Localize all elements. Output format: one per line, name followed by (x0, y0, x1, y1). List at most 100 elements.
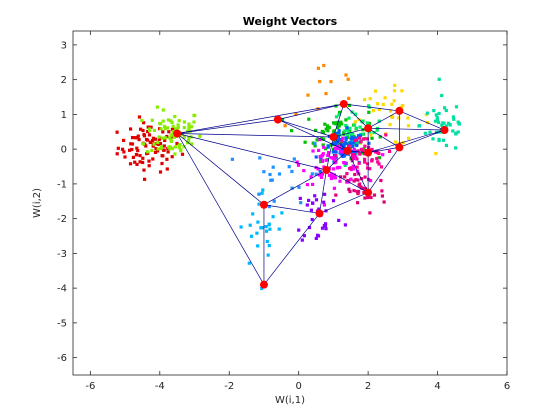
data-point (338, 133, 342, 137)
data-point (150, 148, 154, 153)
data-point (436, 120, 441, 124)
data-point (352, 147, 356, 151)
data-point (314, 198, 319, 202)
data-point (352, 189, 356, 193)
neuron-edge (263, 204, 320, 214)
data-point (407, 136, 411, 140)
data-point (170, 147, 174, 151)
data-point (334, 193, 338, 197)
data-point (151, 144, 155, 148)
data-point (135, 162, 139, 166)
data-point (340, 147, 344, 151)
data-point (375, 156, 379, 161)
data-point (187, 136, 191, 140)
neuron-marker (364, 148, 373, 157)
data-point (322, 200, 326, 204)
data-point (392, 99, 396, 103)
data-point (368, 97, 372, 101)
data-point (268, 227, 272, 231)
data-point (171, 127, 175, 131)
data-point (377, 162, 381, 166)
data-point (178, 143, 182, 147)
data-point (133, 160, 137, 164)
data-point (154, 142, 158, 146)
neuron-marker (395, 143, 404, 152)
neuron-edge (399, 129, 445, 148)
data-point (198, 134, 202, 138)
data-point (326, 124, 330, 128)
data-point (344, 73, 348, 77)
data-point (138, 160, 142, 164)
y-tick-label: 1 (61, 110, 67, 121)
data-point (339, 121, 343, 125)
data-point (367, 121, 372, 126)
data-point (192, 120, 196, 124)
data-point (318, 169, 322, 173)
data-point (317, 173, 322, 177)
neuron-edge (367, 110, 400, 129)
data-point (400, 89, 404, 93)
data-point (255, 231, 259, 235)
data-point (264, 225, 268, 229)
data-point (305, 183, 309, 187)
data-point (437, 111, 441, 116)
data-point (354, 138, 359, 142)
x-tick-label: 0 (295, 381, 301, 392)
data-point (265, 229, 269, 233)
data-point (381, 153, 385, 157)
data-point (147, 133, 152, 137)
data-point (331, 199, 336, 203)
data-point (168, 147, 172, 151)
data-point (388, 122, 392, 127)
data-point (131, 155, 135, 159)
data-point (182, 135, 186, 139)
data-point (310, 218, 314, 222)
data-point (330, 172, 334, 176)
data-point (272, 199, 276, 203)
data-point (344, 136, 348, 140)
data-point (322, 145, 326, 149)
data-point (440, 123, 444, 127)
data-point (443, 106, 447, 110)
data-point (162, 144, 166, 148)
data-point (406, 124, 411, 128)
data-point (367, 145, 371, 149)
data-point (363, 144, 367, 148)
data-point (320, 226, 325, 230)
data-point (186, 141, 190, 145)
data-point (373, 150, 378, 154)
data-point (383, 96, 387, 100)
data-point (431, 137, 435, 141)
neuron-edge (177, 133, 334, 138)
data-point (157, 142, 161, 146)
data-point (392, 89, 397, 93)
data-point (454, 105, 459, 109)
data-point (360, 119, 364, 123)
data-point (262, 170, 266, 174)
data-point (344, 123, 348, 128)
data-point (249, 234, 254, 238)
data-point (381, 102, 385, 107)
data-point (346, 178, 350, 183)
data-point (141, 142, 146, 146)
data-point (175, 141, 179, 146)
data-point (146, 125, 150, 129)
data-point (313, 144, 317, 148)
data-point (321, 143, 325, 147)
data-point (342, 143, 346, 147)
data-point (346, 133, 350, 137)
data-point (173, 114, 177, 119)
data-point (334, 115, 339, 119)
data-point (135, 136, 139, 140)
data-point (280, 211, 284, 215)
data-point (320, 137, 324, 141)
data-point (366, 195, 370, 200)
data-point (341, 150, 345, 154)
data-point (348, 126, 352, 130)
neuron-edge (343, 103, 369, 129)
data-point (326, 144, 330, 148)
data-point (446, 121, 451, 125)
neuron-edge (326, 169, 369, 193)
neuron-edge (368, 129, 445, 153)
data-point (146, 130, 150, 134)
